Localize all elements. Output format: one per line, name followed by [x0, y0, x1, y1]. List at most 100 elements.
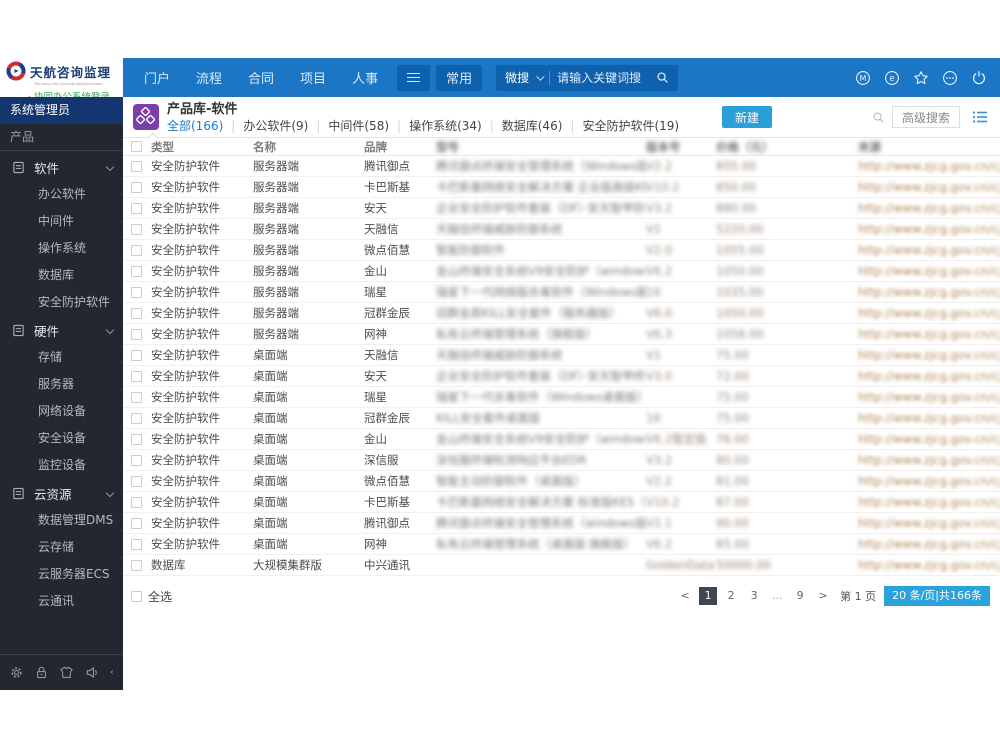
nav-item[interactable]: 门户 [144, 72, 171, 87]
quick-menu-button[interactable]: 常用 [436, 64, 483, 91]
next-page-button[interactable]: > [814, 587, 833, 605]
table-row[interactable]: 安全防护软件 服务器端 网神 私有云终端管理系统（旗舰版） V6.3 1058.00 htt… [123, 324, 1000, 345]
row-checkbox[interactable] [131, 181, 142, 193]
lock-icon[interactable] [34, 665, 49, 680]
tab-5[interactable]: 安全防护软件(19) [582, 118, 680, 133]
table-row[interactable]: 安全防护软件 服务器端 冠群金辰 冠群金辰KILL安全套件（服务器版） V6.0 1050… [123, 303, 1000, 324]
column-header[interactable]: 价格（元） [716, 139, 774, 154]
row-checkbox[interactable] [131, 475, 142, 487]
header-checkbox[interactable] [131, 141, 142, 152]
sidebar-group[interactable]: 硬件 [0, 316, 123, 344]
menu-toggle-button[interactable] [397, 64, 431, 91]
row-checkbox[interactable] [131, 412, 142, 424]
page-button[interactable]: 9 [791, 587, 810, 605]
sidebar-item[interactable]: 数据管理DMS [38, 513, 114, 527]
search-engine-label[interactable]: 微搜 [505, 71, 530, 85]
favorite-star-icon[interactable] [913, 70, 929, 86]
page-size-summary[interactable]: 20 条/页|共166条 [884, 586, 990, 606]
tab-0[interactable]: 全部(166) [167, 118, 224, 133]
row-checkbox[interactable] [131, 307, 142, 319]
sidebar-item[interactable]: 数据库 [38, 268, 75, 282]
sidebar-item[interactable]: 云服务器ECS [38, 567, 110, 581]
table-row[interactable]: 安全防护软件 服务器端 微点佰慧 智能防御软件 V2.0 1055.00 http://ww… [123, 240, 1000, 261]
row-checkbox[interactable] [131, 370, 142, 382]
row-checkbox[interactable] [131, 328, 142, 340]
row-checkbox[interactable] [131, 265, 142, 277]
table-row[interactable]: 数据库 大规模集群版 中兴通讯 GoldenData v...50000.00 http… [123, 555, 1000, 576]
sidebar-item[interactable]: 安全防护软件 [38, 295, 111, 309]
table-row[interactable]: 安全防护软件 桌面端 安天 企业安全防护软件套装（DF）·安天智甲终端版 V3.0 72.… [123, 366, 1000, 387]
table-row[interactable]: 安全防护软件 桌面端 金山 金山终端安全系统V9安全防护（windows桌面版）V6.… [123, 429, 1000, 450]
row-checkbox[interactable] [131, 559, 142, 571]
sidebar-group[interactable]: 软件 [0, 153, 123, 181]
table-row[interactable]: 安全防护软件 桌面端 深信服 深信服终端检测响应平台EDR V3.2 80.00 http:… [123, 450, 1000, 471]
table-row[interactable]: 安全防护软件 服务器端 天融信 天融信终端威胁防御系统 V1 5220.00 http://… [123, 219, 1000, 240]
sidebar-group[interactable]: 云资源 [0, 479, 123, 507]
column-header[interactable]: 品牌 [364, 139, 387, 154]
table-search-input[interactable] [771, 107, 872, 127]
sidebar-item[interactable]: 云存储 [38, 540, 75, 554]
search-input[interactable] [557, 70, 650, 85]
row-checkbox[interactable] [131, 538, 142, 550]
table-row[interactable]: 安全防护软件 桌面端 天融信 天融信终端威胁防御系统 V1 75.00 http://www… [123, 345, 1000, 366]
table-row[interactable]: 安全防护软件 桌面端 瑞星 瑞星下一代杀毒软件（Windows桌面版） 75.00 htt… [123, 387, 1000, 408]
row-checkbox[interactable] [131, 160, 142, 172]
nav-item[interactable]: 人事 [352, 72, 379, 87]
table-row[interactable]: 安全防护软件 服务器端 瑞星 瑞星下一代网络版杀毒软件（Windows服务器版）16 1… [123, 282, 1000, 303]
table-row[interactable]: 安全防护软件 桌面端 冠群金辰 KILL安全套件桌面版 16 75.00 http://ww… [123, 408, 1000, 429]
row-checkbox[interactable] [131, 223, 142, 235]
sidebar-item[interactable]: 监控设备 [38, 458, 87, 472]
row-checkbox[interactable] [131, 496, 142, 508]
column-header[interactable]: 来源 [858, 139, 881, 154]
sidebar-item[interactable]: 服务器 [38, 377, 75, 391]
message-icon[interactable]: e [884, 70, 900, 86]
column-header[interactable]: 名称 [253, 139, 276, 154]
table-row[interactable]: 安全防护软件 桌面端 网神 私有云终端管理系统（桌面版·旗舰版） V6.2 85.00 ht… [123, 534, 1000, 555]
theme-shirt-icon[interactable] [59, 665, 74, 680]
column-header[interactable]: 版本号 [646, 139, 681, 154]
power-icon[interactable] [971, 70, 987, 86]
row-checkbox[interactable] [131, 244, 142, 256]
nav-item[interactable]: 合同 [248, 72, 275, 87]
table-row[interactable]: 安全防护软件 桌面端 微点佰慧 智能主动防御软件（桌面版） V2.2 81.00 http:… [123, 471, 1000, 492]
page-button[interactable]: 3 [745, 587, 764, 605]
collapse-sidebar-icon[interactable]: ‹ [109, 667, 114, 678]
column-header[interactable]: 类型 [151, 139, 174, 154]
tab-4[interactable]: 数据库(46) [501, 118, 563, 133]
row-checkbox[interactable] [131, 517, 142, 529]
column-header[interactable]: 型号 [436, 139, 459, 154]
sidebar-item[interactable]: 网络设备 [38, 404, 87, 418]
prev-page-button[interactable]: < [676, 587, 695, 605]
nav-item[interactable]: 流程 [196, 72, 223, 87]
sidebar-item[interactable]: 云通讯 [38, 594, 75, 608]
row-checkbox[interactable] [131, 202, 142, 214]
page-button[interactable]: 2 [722, 587, 741, 605]
table-row[interactable]: 安全防护软件 服务器端 腾讯御点 腾讯御点终端安全管理系统（Windows版） V2.2… [123, 156, 1000, 177]
new-button[interactable]: 新建 [721, 106, 772, 128]
tab-1[interactable]: 办公软件(9) [243, 118, 309, 133]
table-row[interactable]: 安全防护软件 桌面端 卡巴斯基 卡巴斯基网络安全解决方案 标准版KES（桌面）· KS… [123, 492, 1000, 513]
row-checkbox[interactable] [131, 433, 142, 445]
row-checkbox[interactable] [131, 286, 142, 298]
select-all-checkbox[interactable] [131, 590, 142, 602]
sidebar-item[interactable]: 操作系统 [38, 241, 87, 255]
tab-2[interactable]: 中间件(58) [328, 118, 390, 133]
more-icon[interactable] [942, 70, 958, 86]
nav-item[interactable]: 项目 [300, 72, 327, 87]
tab-3[interactable]: 操作系统(34) [409, 118, 482, 133]
search-icon[interactable] [656, 71, 669, 84]
row-checkbox[interactable] [131, 349, 142, 361]
list-view-icon[interactable] [972, 110, 988, 124]
table-row[interactable]: 安全防护软件 服务器端 卡巴斯基 卡巴斯基网络安全解决方案 企业版高级KES/KSV.… [123, 177, 1000, 198]
settings-gear-icon[interactable] [9, 665, 24, 680]
page-button[interactable]: 1 [699, 587, 718, 605]
table-row[interactable]: 安全防护软件 服务器端 安天 企业安全防护软件套装（DF）·安天智甲防护套装V3.2 8… [123, 198, 1000, 219]
m-badge-icon[interactable]: M [855, 70, 871, 86]
advanced-search-button[interactable]: 高级搜索 [891, 106, 960, 128]
sidebar-item[interactable]: 存储 [38, 350, 63, 364]
sidebar-item[interactable]: 中间件 [38, 214, 75, 228]
sidebar-item[interactable]: 办公软件 [38, 187, 87, 201]
row-checkbox[interactable] [131, 454, 142, 466]
sidebar-item[interactable]: 安全设备 [38, 431, 87, 445]
table-row[interactable]: 安全防护软件 桌面端 腾讯御点 腾讯御点终端安全管理系统（windows版）· V2.… [123, 513, 1000, 534]
